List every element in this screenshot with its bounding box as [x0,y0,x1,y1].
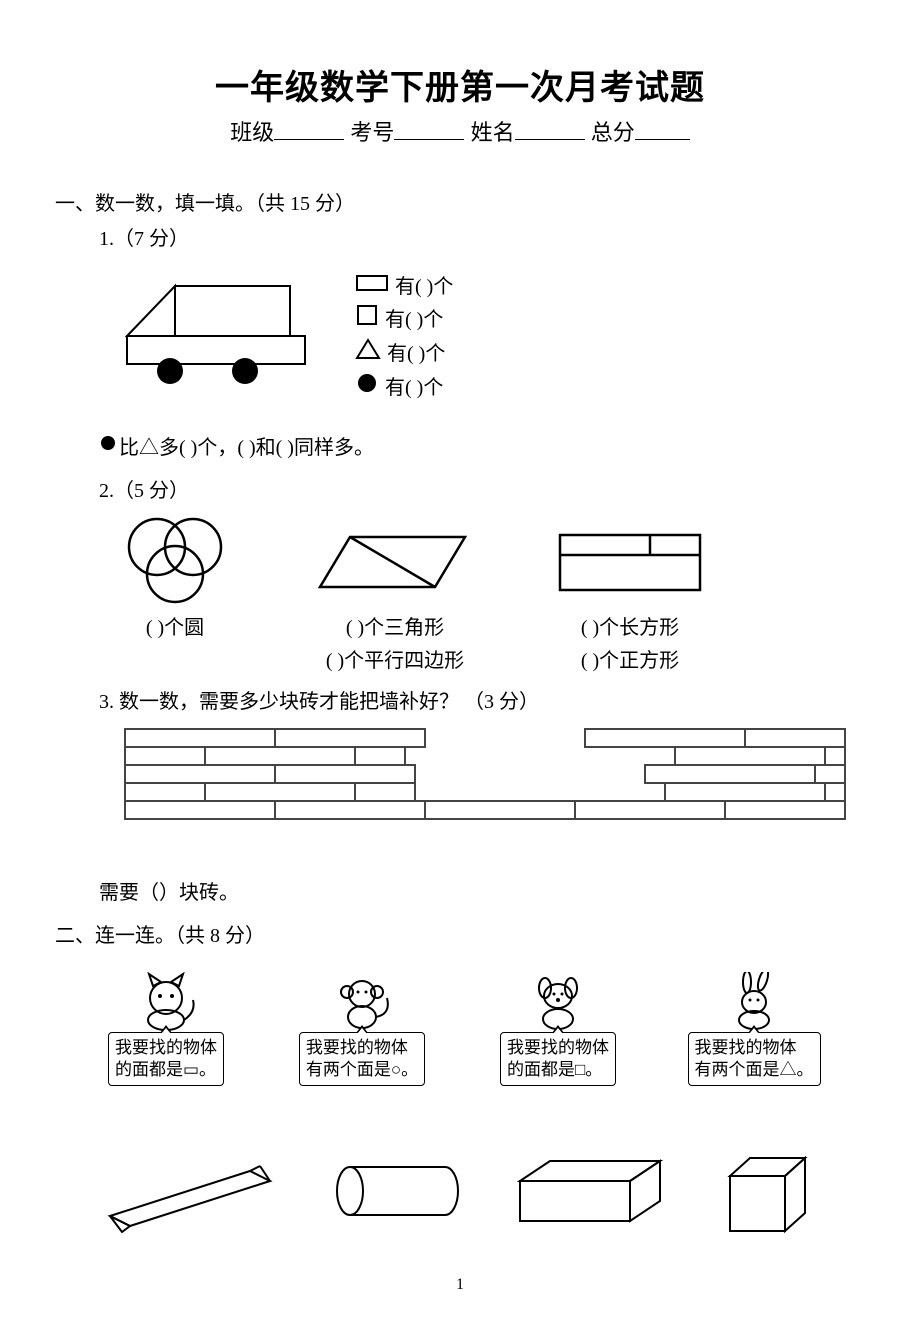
bubble-c-l1: 我要找的物体 [507,1037,609,1059]
circle-solid-icon [99,434,117,458]
cuboid-icon [510,1151,680,1231]
bubble-a-l1: 我要找的物体 [115,1037,217,1059]
animal-monkey-col: 我要找的物体 有两个面是○。 [282,972,442,1086]
cylinder-icon [330,1156,470,1226]
q1-compare-line: 比△多( )个，( )和( )同样多。 [99,431,865,460]
examno-label: 考号 [350,120,394,145]
bubble-d-l2: 有两个面是△。 [695,1059,814,1081]
triangular-prism-icon [100,1146,290,1236]
q1-triangle-text: 有( )个 [387,338,445,370]
animal-cat-col: 我要找的物体 的面都是▭。 [86,972,246,1086]
cat-icon [131,972,201,1032]
class-blank[interactable] [274,117,344,140]
q1-content: 有( )个 有( )个 有( )个 有( )个 [115,271,865,405]
examno-blank[interactable] [394,117,464,140]
three-circles-figure [115,517,235,607]
section-1-heading: 一、数一数，填一填。（共 15 分） [55,187,865,216]
name-blank[interactable] [515,117,585,140]
truck-figure [115,271,315,391]
q2-rect-label: ( )个长方形 [581,611,679,640]
rect-square-figure [555,517,705,607]
q1-circle-text: 有( )个 [385,372,443,404]
q2-circles-col: ( )个圆 [115,517,235,673]
cube-icon [720,1146,820,1236]
bubble-a: 我要找的物体 的面都是▭。 [108,1032,224,1086]
section-1: 一、数一数，填一填。（共 15 分） 1.（7 分） 有( )个 有( )个 有… [55,187,865,905]
bubble-c-l2: 的面都是□。 [507,1059,609,1081]
triangle-icon [355,337,381,371]
q2-para-col: ( )个三角形 ( )个平行四边形 [315,517,475,673]
bubble-a-l2: 的面都是▭。 [115,1059,217,1081]
section-2: 二、连一连。（共 8 分） 我要找的物体 的面都是▭。 [55,919,865,1236]
animal-dog-col: 我要找的物体 的面都是□。 [478,972,638,1086]
q2-circles-label: ( )个圆 [146,611,204,640]
rabbit-icon [719,972,789,1032]
monkey-icon [327,972,397,1032]
q2-para-label: ( )个平行四边形 [326,644,464,673]
wall-figure [115,724,865,850]
bubble-d: 我要找的物体 有两个面是△。 [688,1032,821,1086]
q2-sq-label: ( )个正方形 [581,644,679,673]
bubble-c: 我要找的物体 的面都是□。 [500,1032,616,1086]
q3-number: 3. 数一数，需要多少块砖才能把墙补好？ （3 分） [99,685,865,714]
q1-shape-list: 有( )个 有( )个 有( )个 有( )个 [355,271,453,405]
square-icon [355,303,379,337]
header-fields: 班级 考号 姓名 总分 [55,115,865,147]
q3-need-line: 需要（）块砖。 [99,876,865,905]
page-title: 一年级数学下册第一次月考试题 [55,60,865,109]
bubble-b-l1: 我要找的物体 [306,1037,418,1059]
q2-number: 2.（5 分） [99,474,865,503]
q2-content: ( )个圆 ( )个三角形 ( )个平行四边形 [115,517,865,673]
bubble-b: 我要找的物体 有两个面是○。 [299,1032,425,1086]
page: 一年级数学下册第一次月考试题 班级 考号 姓名 总分 一、数一数，填一填。（共 … [0,0,920,1324]
bubble-d-l1: 我要找的物体 [695,1037,814,1059]
bubble-b-l2: 有两个面是○。 [306,1059,418,1081]
q1-number: 1.（7 分） [99,222,865,251]
match-top-row: 我要找的物体 的面都是▭。 我要找的物体 有两个面是○。 [55,972,865,1086]
q1-rect-text: 有( )个 [395,271,453,303]
name-label: 姓名 [471,120,515,145]
q1-compare-text: 比△多( )个，( )和( )同样多。 [119,431,374,460]
total-blank[interactable] [635,117,690,140]
circle-solid-icon [355,371,379,405]
solids-row [55,1146,865,1236]
q2-tri-label: ( )个三角形 [346,611,444,640]
q2-rect-col: ( )个长方形 ( )个正方形 [555,517,705,673]
total-label: 总分 [591,120,635,145]
q1-square-text: 有( )个 [385,304,443,336]
animal-rabbit-col: 我要找的物体 有两个面是△。 [674,972,834,1086]
page-number: 1 [55,1276,865,1294]
section-2-heading: 二、连一连。（共 8 分） [55,919,865,948]
class-label: 班级 [230,120,274,145]
rectangle-icon [355,271,389,303]
parallelogram-figure [315,517,475,607]
dog-icon [523,972,593,1032]
